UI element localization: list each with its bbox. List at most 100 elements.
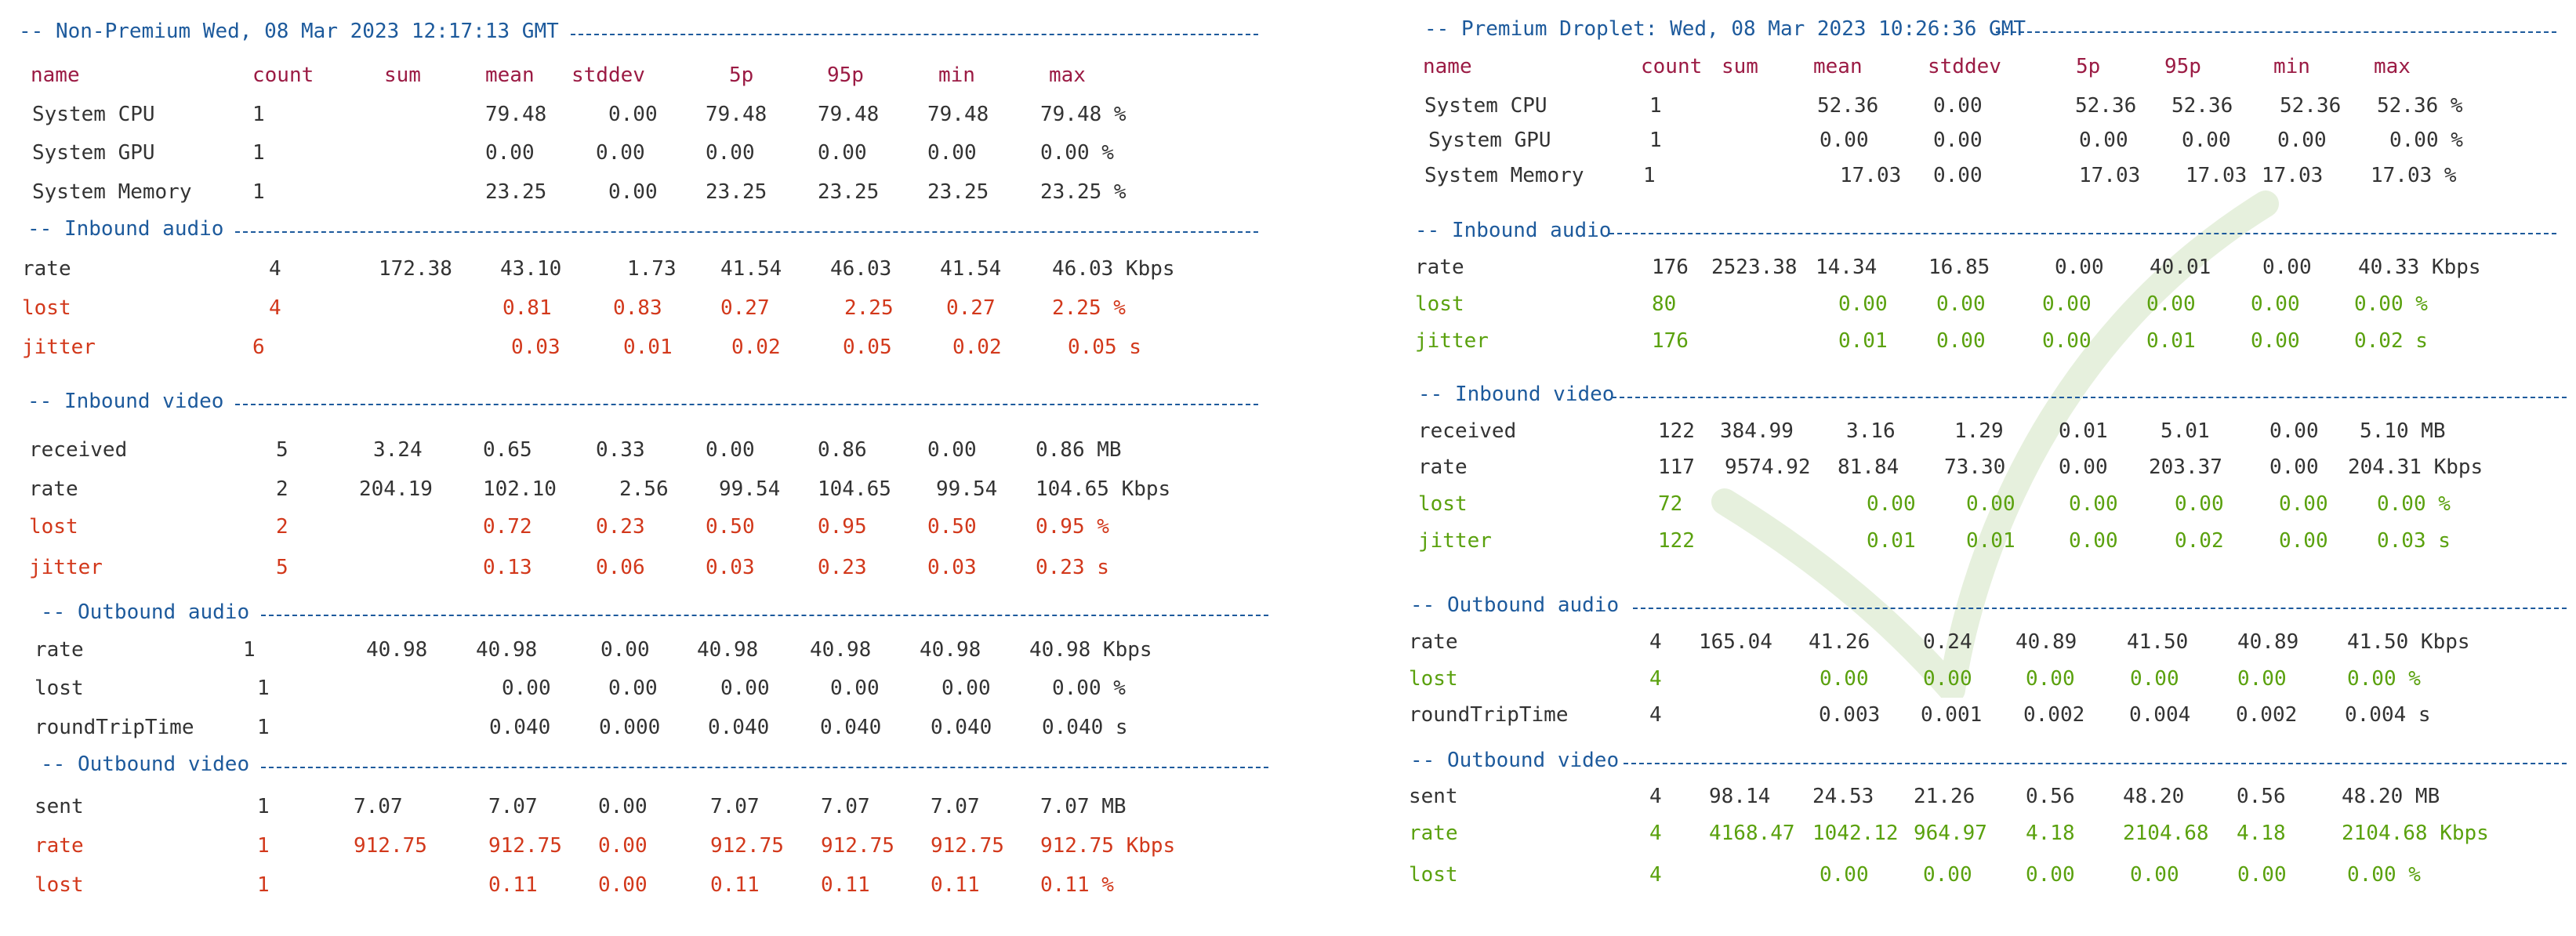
row-name: lost bbox=[34, 873, 84, 897]
col-max: max bbox=[1049, 63, 1086, 87]
row-count: 4 bbox=[1649, 785, 1662, 808]
row-sum: 7.07 bbox=[354, 795, 403, 818]
col-sum: sum bbox=[384, 63, 421, 87]
row-max: 40.98 Kbps bbox=[1029, 638, 1152, 662]
row-max: 0.00 % bbox=[1040, 141, 1114, 165]
row-name: rate bbox=[22, 257, 71, 281]
row-min: 0.00 bbox=[927, 141, 977, 165]
row-5p: 0.00 bbox=[2042, 329, 2092, 353]
col-5p: 5p bbox=[729, 63, 754, 87]
row-5p: 0.00 bbox=[2079, 129, 2128, 152]
row-5p: 52.36 bbox=[2075, 94, 2137, 118]
row-name: received bbox=[29, 438, 128, 462]
row-max: 0.040 s bbox=[1042, 716, 1128, 739]
row-max: 0.86 MB bbox=[1036, 438, 1122, 462]
row-stddev: 0.00 bbox=[1936, 292, 1986, 316]
row-name: received bbox=[1418, 419, 1517, 443]
row-name: System Memory bbox=[1424, 164, 1584, 187]
row-sum: 172.38 bbox=[379, 257, 452, 281]
row-5p: 0.00 bbox=[2069, 529, 2118, 553]
row-name: jitter bbox=[1415, 329, 1489, 353]
section-outbound-video: -- Outbound video bbox=[41, 753, 250, 776]
row-mean: 23.25 bbox=[485, 180, 547, 204]
row-95p: 7.07 bbox=[821, 795, 870, 818]
row-min: 40.89 bbox=[2237, 630, 2299, 654]
row-name: lost bbox=[29, 515, 78, 539]
row-95p: 0.05 bbox=[843, 336, 892, 359]
row-min: 0.00 bbox=[2237, 863, 2287, 887]
row-stddev: 0.001 bbox=[1921, 703, 1983, 727]
col-name: name bbox=[1423, 55, 1472, 78]
row-max: 0.95 % bbox=[1036, 515, 1109, 539]
row-5p: 17.03 bbox=[2079, 164, 2141, 187]
row-95p: 0.86 bbox=[818, 438, 867, 462]
row-5p: 0.040 bbox=[708, 716, 770, 739]
row-count: 4 bbox=[1649, 822, 1662, 845]
row-5p: 0.56 bbox=[2026, 785, 2075, 808]
section-outbound-audio: -- Outbound audio bbox=[1410, 593, 1620, 617]
row-min: 0.11 bbox=[931, 873, 980, 897]
row-mean: 0.03 bbox=[511, 336, 561, 359]
row-max: 0.00 % bbox=[1052, 677, 1126, 700]
row-95p: 0.00 bbox=[2146, 292, 2196, 316]
row-mean: 43.10 bbox=[500, 257, 562, 281]
row-stddev: 21.26 bbox=[1914, 785, 1976, 808]
row-5p: 0.00 bbox=[2042, 292, 2092, 316]
section-inbound-video: -- Inbound video bbox=[1418, 383, 1615, 406]
row-count: 1 bbox=[257, 873, 270, 897]
row-stddev: 0.00 bbox=[1933, 164, 1983, 187]
row-name: System Memory bbox=[32, 180, 192, 204]
row-stddev: 1.29 bbox=[1954, 419, 2004, 443]
row-95p: 0.23 bbox=[818, 556, 867, 579]
row-95p: 0.00 bbox=[2130, 863, 2179, 887]
row-95p: 0.004 bbox=[2129, 703, 2191, 727]
row-min: 0.040 bbox=[931, 716, 992, 739]
row-min: 0.00 bbox=[2251, 329, 2300, 353]
section-outbound-video: -- Outbound video bbox=[1410, 749, 1620, 772]
row-mean: 0.01 bbox=[1838, 329, 1888, 353]
row-stddev: 0.33 bbox=[596, 438, 645, 462]
row-count: 4 bbox=[1649, 703, 1662, 727]
row-min: 23.25 bbox=[927, 180, 989, 204]
check-icon bbox=[1711, 190, 2279, 698]
row-min: 0.00 bbox=[927, 438, 977, 462]
row-stddev: 0.00 bbox=[598, 834, 648, 858]
row-name: jitter bbox=[22, 336, 96, 359]
col-count: count bbox=[252, 63, 314, 87]
col-count: count bbox=[1641, 55, 1703, 78]
row-95p: 0.00 bbox=[2130, 667, 2179, 691]
row-5p: 79.48 bbox=[706, 103, 767, 126]
row-count: 1 bbox=[257, 677, 270, 700]
section-outbound-audio: -- Outbound audio bbox=[41, 600, 250, 624]
row-name: rate bbox=[1418, 455, 1468, 479]
row-min: 0.56 bbox=[2237, 785, 2286, 808]
row-stddev: 0.24 bbox=[1923, 630, 1972, 654]
row-max: 40.33 Kbps bbox=[2358, 256, 2481, 279]
row-max: 5.10 MB bbox=[2360, 419, 2446, 443]
row-mean: 0.11 bbox=[488, 873, 538, 897]
row-mean: 0.00 bbox=[1867, 492, 1916, 516]
row-sum: 3.24 bbox=[373, 438, 423, 462]
row-stddev: 0.00 bbox=[1933, 129, 1983, 152]
row-mean: 0.65 bbox=[483, 438, 532, 462]
row-stddev: 0.00 bbox=[598, 873, 648, 897]
title-divider bbox=[1996, 31, 2556, 33]
col-5p: 5p bbox=[2076, 55, 2101, 78]
row-mean: 0.00 bbox=[502, 677, 551, 700]
row-count: 2 bbox=[276, 515, 288, 539]
row-count: 1 bbox=[257, 716, 270, 739]
row-95p: 0.01 bbox=[2146, 329, 2196, 353]
row-min: 0.27 bbox=[946, 296, 996, 320]
row-count: 1 bbox=[1649, 129, 1662, 152]
row-5p: 40.98 bbox=[697, 638, 759, 662]
row-name: rate bbox=[34, 638, 84, 662]
row-max: 0.00 % bbox=[2347, 667, 2421, 691]
row-name: jitter bbox=[29, 556, 103, 579]
section-inbound-audio: -- Inbound audio bbox=[1415, 219, 1612, 242]
row-95p: 23.25 bbox=[818, 180, 880, 204]
row-mean: 1042.12 bbox=[1812, 822, 1899, 845]
row-max: 0.05 s bbox=[1068, 336, 1141, 359]
row-name: System GPU bbox=[32, 141, 155, 165]
row-max: 41.50 Kbps bbox=[2347, 630, 2470, 654]
row-5p: 0.00 bbox=[2069, 492, 2118, 516]
